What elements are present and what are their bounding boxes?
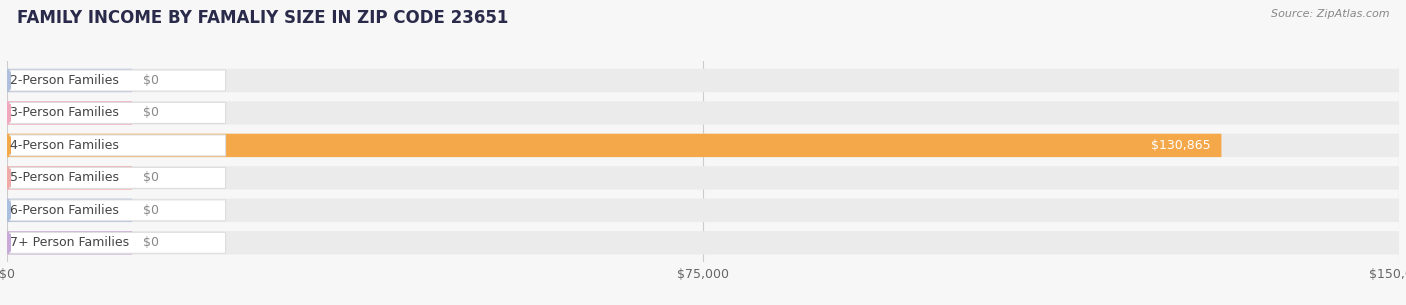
Text: 6-Person Families: 6-Person Families [10, 204, 118, 217]
Text: $0: $0 [143, 106, 159, 120]
Text: $0: $0 [143, 236, 159, 249]
FancyBboxPatch shape [7, 134, 1399, 157]
FancyBboxPatch shape [7, 69, 132, 92]
Text: Source: ZipAtlas.com: Source: ZipAtlas.com [1271, 9, 1389, 19]
Text: FAMILY INCOME BY FAMALIY SIZE IN ZIP CODE 23651: FAMILY INCOME BY FAMALIY SIZE IN ZIP COD… [17, 9, 508, 27]
Text: $130,865: $130,865 [1150, 139, 1211, 152]
FancyBboxPatch shape [10, 70, 225, 91]
Text: $0: $0 [143, 74, 159, 87]
FancyBboxPatch shape [7, 101, 1399, 125]
Text: 2-Person Families: 2-Person Families [10, 74, 118, 87]
FancyBboxPatch shape [10, 102, 225, 124]
FancyBboxPatch shape [10, 135, 225, 156]
Text: 3-Person Families: 3-Person Families [10, 106, 118, 120]
Text: 4-Person Families: 4-Person Families [10, 139, 118, 152]
FancyBboxPatch shape [7, 231, 132, 254]
Text: $0: $0 [143, 171, 159, 185]
FancyBboxPatch shape [7, 134, 1222, 157]
FancyBboxPatch shape [7, 69, 1399, 92]
FancyBboxPatch shape [10, 167, 225, 188]
FancyBboxPatch shape [7, 231, 1399, 254]
Text: 5-Person Families: 5-Person Families [10, 171, 120, 185]
FancyBboxPatch shape [7, 199, 1399, 222]
Text: 7+ Person Families: 7+ Person Families [10, 236, 129, 249]
Text: $0: $0 [143, 204, 159, 217]
FancyBboxPatch shape [7, 199, 132, 222]
FancyBboxPatch shape [10, 200, 225, 221]
FancyBboxPatch shape [7, 101, 132, 125]
FancyBboxPatch shape [7, 166, 1399, 190]
FancyBboxPatch shape [7, 166, 132, 190]
FancyBboxPatch shape [10, 232, 225, 253]
